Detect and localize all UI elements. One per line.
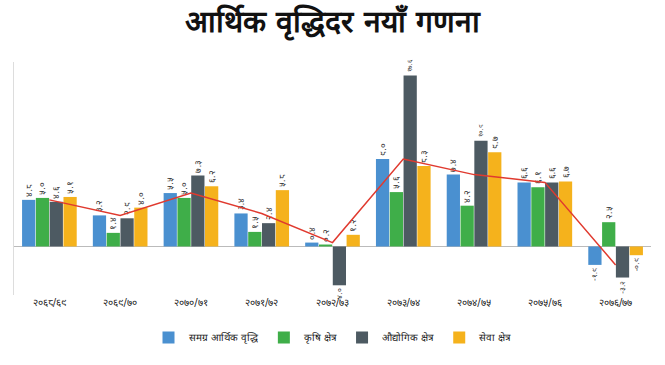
svg-text:७.४: ७.४ <box>448 159 458 172</box>
svg-text:२०७५/७६: २०७५/७६ <box>528 297 561 308</box>
svg-text:०.४: ०.४ <box>307 227 317 240</box>
svg-text:-१.९: -१.९ <box>590 268 599 281</box>
svg-text:८.३: ८.३ <box>419 150 429 163</box>
svg-text:२.५: २.५ <box>604 206 614 219</box>
svg-text:२.९: २.९ <box>122 202 132 215</box>
svg-text:२०७६/७७: २०७६/७७ <box>599 297 632 308</box>
svg-text:३.२: ३.२ <box>94 200 104 213</box>
svg-text:औद्योगिक क्षेत्र: औद्योगिक क्षेत्र <box>382 332 434 343</box>
svg-text:०.२: ०.२ <box>321 229 331 242</box>
svg-text:३.४: ३.४ <box>236 198 246 211</box>
svg-text:-३.२: -३.२ <box>618 281 627 294</box>
svg-text:कृषि क्षेत्र: कृषि क्षेत्र <box>304 332 337 344</box>
svg-text:१.२: १.२ <box>348 219 358 232</box>
svg-text:४.२: ४.२ <box>462 190 472 203</box>
svg-text:२०६८/६९: २०६८/६९ <box>33 297 66 308</box>
svg-text:समग्र आर्थिक वृद्धि: समग्र आर्थिक वृद्धि <box>189 332 259 344</box>
svg-text:-४.०: -४.० <box>335 288 344 301</box>
svg-text:९.०: ९.० <box>378 143 388 156</box>
svg-text:४.०: ४.० <box>136 192 146 205</box>
svg-text:९.७: ९.७ <box>490 136 500 149</box>
svg-text:६.७: ६.७ <box>561 166 571 179</box>
svg-text:२०७१/७२: २०७१/७२ <box>245 297 278 308</box>
svg-text:२.४: २.४ <box>264 207 274 220</box>
svg-text:२०७३/७४: २०७३/७४ <box>387 297 420 308</box>
svg-text:२०७०/७१: २०७०/७१ <box>174 297 207 308</box>
svg-text:५.०: ५.० <box>37 182 47 195</box>
svg-text:१०.९: १०.९ <box>477 124 485 136</box>
svg-text:२०६९/७०: २०६९/७० <box>103 297 136 308</box>
svg-text:१.४: १.४ <box>108 217 118 230</box>
svg-text:२०७२/७३: २०७२/७३ <box>316 297 349 308</box>
svg-text:-०.९: -०.९ <box>632 258 641 271</box>
svg-text:७.३: ७.३ <box>193 160 203 173</box>
svg-text:५.१: ५.१ <box>65 181 75 194</box>
svg-text:सेवा क्षेत्र: सेवा क्षेत्र <box>479 332 511 343</box>
svg-text:१७.६: १७.६ <box>406 59 414 71</box>
svg-text:६.६: ६.६ <box>547 167 557 180</box>
svg-text:६.२: ६.२ <box>207 170 217 183</box>
svg-text:४.८: ४.८ <box>24 184 34 197</box>
svg-text:५.६: ५.६ <box>391 176 401 189</box>
svg-text:६.६: ६.६ <box>519 167 529 180</box>
svg-text:४.६: ४.६ <box>51 186 61 199</box>
svg-text:१.५: १.५ <box>250 216 260 229</box>
svg-text:२०७४/७५: २०७४/७५ <box>457 297 490 308</box>
svg-text:५.८: ५.८ <box>277 174 287 187</box>
svg-text:५.०: ५.० <box>179 182 189 195</box>
svg-text:५.५: ५.५ <box>165 177 175 190</box>
svg-text:६.१: ६.१ <box>533 171 543 184</box>
svg-text:आर्थिक वृद्धिदर नयाँ गणना: आर्थिक वृद्धिदर नयाँ गणना <box>185 4 481 41</box>
